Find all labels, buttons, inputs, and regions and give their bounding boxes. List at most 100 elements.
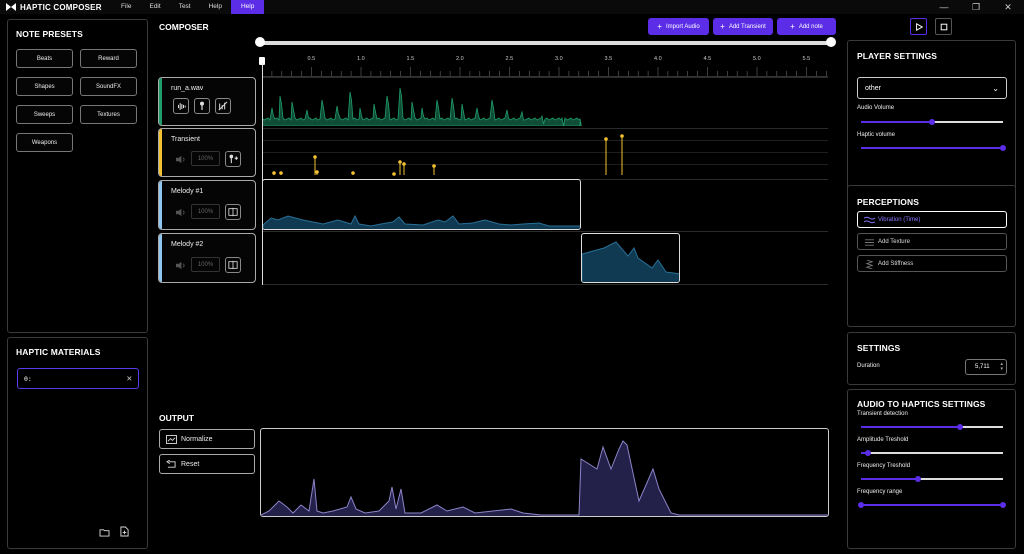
track-melody-2[interactable]: Melody #2 100%: [158, 233, 256, 283]
plus-icon: +: [720, 22, 725, 31]
preset-shapes[interactable]: Shapes: [16, 77, 73, 96]
track-audio[interactable]: run_a.wav: [158, 77, 256, 126]
import-audio-label: Import Audio: [665, 23, 700, 30]
folder-open-icon[interactable]: [99, 528, 110, 537]
transient-marker[interactable]: [620, 134, 624, 138]
clear-icon[interactable]: ✕: [126, 373, 132, 384]
play-button[interactable]: [910, 18, 927, 35]
import-audio-button[interactable]: + Import Audio: [648, 18, 709, 35]
ruler-label: 2.5: [505, 56, 514, 62]
preset-soundfx[interactable]: SoundFX: [80, 77, 137, 96]
add-stiffness-button[interactable]: Add Stiffness: [857, 255, 1007, 272]
waveform-icon[interactable]: [173, 98, 189, 114]
note-presets-title: NOTE PRESETS: [16, 29, 83, 39]
duration-field[interactable]: 5,711 ▴ ▾: [965, 359, 1007, 375]
frequency-treshold-label: Frequency Treshold: [857, 463, 911, 469]
haptic-volume-fill: [861, 147, 1003, 149]
menu-edit[interactable]: Edit: [149, 3, 161, 10]
playhead-marker[interactable]: [259, 57, 265, 65]
transient-marker[interactable]: [398, 160, 402, 164]
transient-marker[interactable]: [315, 170, 319, 174]
stop-icon: [940, 23, 947, 30]
title-bar: HAPTIC COMPOSER File Edit Test Help Help…: [0, 0, 1024, 14]
zoom-end-handle[interactable]: [826, 37, 836, 47]
menu-help-active[interactable]: Help: [230, 0, 265, 14]
track-melody-1[interactable]: Melody #1 100%: [158, 180, 256, 230]
ruler-label: 2.0: [456, 56, 464, 62]
lane-divider: [262, 128, 828, 129]
transient-marker[interactable]: [279, 171, 283, 175]
melody-1-clip[interactable]: [262, 179, 581, 230]
add-transient-button[interactable]: + Add Transient: [713, 18, 773, 35]
transient-marker[interactable]: [432, 164, 436, 168]
split-icon[interactable]: [225, 257, 241, 273]
audio-volume-knob[interactable]: [929, 119, 935, 125]
volume-field[interactable]: 100%: [191, 204, 220, 219]
reset-button[interactable]: Reset: [159, 454, 255, 474]
plus-icon: +: [790, 22, 795, 31]
duration-label: Duration: [857, 363, 880, 369]
vibration-time-button[interactable]: Vibration (Time): [857, 211, 1007, 228]
amplitude-treshold-label: Amplitude Treshold: [857, 437, 909, 443]
menu-file[interactable]: File: [121, 3, 132, 10]
track-transient[interactable]: Transient 100%: [158, 128, 256, 177]
frequency-treshold-knob[interactable]: [914, 476, 921, 482]
perceptions-panel: PERCEPTIONS Vibration (Time) Add Texture…: [847, 185, 1016, 327]
player-dropdown[interactable]: other ⌄: [857, 77, 1007, 99]
track-color-stripe: [159, 181, 162, 229]
preset-reward[interactable]: Reward: [80, 49, 137, 68]
transient-marker[interactable]: [392, 172, 396, 176]
haptic-volume-knob[interactable]: [1000, 145, 1006, 151]
melody-2-clip[interactable]: [581, 233, 680, 283]
volume-field[interactable]: 100%: [191, 151, 220, 166]
new-file-icon[interactable]: [120, 526, 129, 537]
amplitude-treshold-knob[interactable]: [865, 450, 872, 456]
zoom-start-handle[interactable]: [255, 37, 265, 47]
add-texture-button[interactable]: Add Texture: [857, 233, 1007, 250]
normalize-button[interactable]: Normalize: [159, 429, 255, 449]
add-transient-icon[interactable]: [225, 151, 241, 167]
menu-test[interactable]: Test: [178, 3, 191, 10]
volume-icon[interactable]: [175, 208, 187, 218]
playhead-line: [262, 63, 263, 285]
stop-button[interactable]: [935, 18, 952, 35]
volume-field[interactable]: 100%: [191, 257, 220, 272]
transient-pin-icon[interactable]: [194, 98, 210, 114]
output-waveform-box: [260, 428, 829, 517]
transient-detection-knob[interactable]: [957, 424, 964, 430]
preset-weapons[interactable]: Weapons: [16, 133, 73, 152]
close-icon[interactable]: ✕: [1004, 1, 1012, 12]
material-field[interactable]: 0: ✕: [17, 368, 139, 389]
restore-icon[interactable]: ❐: [971, 1, 981, 12]
transient-marker[interactable]: [272, 171, 276, 175]
amplitude-treshold-track[interactable]: [861, 452, 1003, 454]
menu-help[interactable]: Help: [208, 3, 222, 10]
transient-marker[interactable]: [402, 162, 406, 166]
volume-icon[interactable]: [175, 155, 187, 165]
transient-detection-fill: [861, 426, 961, 428]
haptic-volume-label: Haptic volume: [857, 132, 896, 138]
zoom-range-slider[interactable]: [260, 41, 830, 45]
transient-marker[interactable]: [604, 137, 608, 141]
frequency-range-label: Frequency range: [857, 489, 903, 495]
track-name: Melody #2: [171, 241, 204, 248]
app-title: HAPTIC COMPOSER: [20, 2, 102, 12]
add-note-button[interactable]: + Add note: [777, 18, 836, 35]
frequency-range-low-knob[interactable]: [858, 502, 864, 508]
frequency-range-high-knob[interactable]: [1000, 502, 1006, 508]
stepper-icon[interactable]: ▴ ▾: [1000, 361, 1003, 372]
transient-marker[interactable]: [313, 155, 317, 159]
perceptions-title: PERCEPTIONS: [857, 197, 920, 207]
transient-marker[interactable]: [351, 171, 355, 175]
preset-textures[interactable]: Textures: [80, 105, 137, 124]
preset-sweeps[interactable]: Sweeps: [16, 105, 73, 124]
add-stiffness-label: Add Stiffness: [878, 260, 914, 267]
chevron-down-icon: ⌄: [992, 83, 999, 93]
generate-haptics-icon[interactable]: [215, 98, 231, 114]
play-icon: [915, 22, 923, 31]
minimize-icon[interactable]: —: [939, 2, 949, 12]
volume-icon[interactable]: [175, 261, 187, 271]
preset-beats[interactable]: Beats: [16, 49, 73, 68]
frequency-treshold-track[interactable]: [861, 478, 1003, 480]
split-icon[interactable]: [225, 204, 241, 220]
